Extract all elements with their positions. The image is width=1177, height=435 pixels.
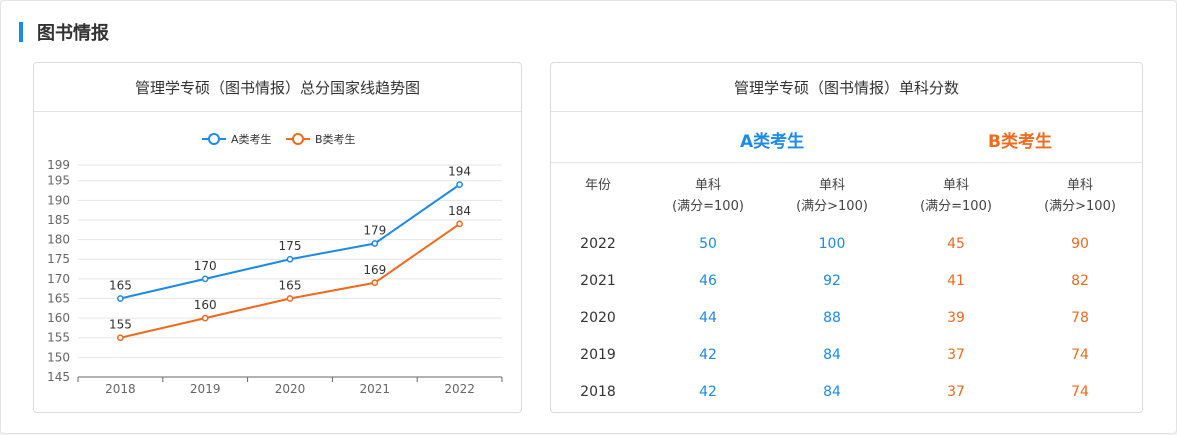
section-header: 图书情报: [19, 21, 109, 44]
y-tick-label: 150: [47, 350, 70, 364]
data-label: 165: [109, 278, 132, 292]
data-label: 165: [279, 278, 302, 292]
cell-a-over100: 100: [818, 236, 846, 252]
data-point: [371, 240, 379, 247]
cell-a-100: 42: [699, 347, 717, 363]
x-tick-label: 2021: [360, 382, 391, 396]
legend-label: B类考生: [315, 132, 356, 146]
row-year: 2022: [580, 236, 616, 252]
y-tick-label: 190: [47, 193, 70, 207]
col-header-line2: (满分=100): [920, 199, 992, 214]
data-point: [286, 295, 294, 302]
legend-label: A类考生: [231, 132, 272, 146]
row-year: 2019: [580, 347, 616, 363]
group-b-label: B类考生: [988, 132, 1052, 152]
row-year: 2021: [580, 273, 616, 289]
y-tick-label: 195: [47, 174, 70, 188]
data-label: 155: [109, 318, 132, 332]
cell-b-over100: 82: [1071, 273, 1089, 289]
chart-card-title: 管理学专硕（图书情报）总分国家线趋势图: [34, 63, 521, 112]
x-tick-label: 2018: [105, 382, 136, 396]
cell-b-over100: 74: [1071, 384, 1089, 400]
col-header-line1: 单科: [942, 178, 969, 193]
cell-a-over100: 84: [823, 384, 841, 400]
cell-a-100: 50: [699, 236, 717, 252]
cell-a-100: 44: [699, 310, 717, 326]
y-tick-label: 160: [47, 311, 70, 325]
cell-a-over100: 84: [823, 347, 841, 363]
cell-b-100: 39: [947, 310, 965, 326]
cell-a-100: 42: [699, 384, 717, 400]
section-title: 图书情报: [37, 23, 109, 44]
col-header: 单科 (满分=100): [648, 175, 768, 217]
cell-b-over100: 78: [1071, 310, 1089, 326]
data-point: [371, 279, 379, 287]
cell-b-over100: 74: [1071, 347, 1089, 363]
data-point: [117, 334, 124, 342]
cell-b-100: 41: [947, 273, 965, 289]
col-header-year: 年份: [584, 178, 611, 193]
section-accent-bar: [19, 22, 23, 42]
legend-marker: [292, 133, 304, 145]
table-card: 管理学专硕（图书情报）单科分数 A类考生 B类考生 年份 单科 (满分=100) 单科…: [550, 62, 1143, 413]
data-point: [286, 255, 294, 263]
cell-b-100: 45: [947, 236, 965, 252]
data-label: 160: [194, 298, 217, 312]
y-tick-label: 180: [47, 233, 70, 247]
y-tick-label: 199: [47, 158, 70, 172]
col-header-line2: (满分>100): [796, 199, 868, 214]
y-tick-label: 175: [47, 252, 70, 266]
chart-card: 管理学专硕（图书情报）总分国家线趋势图 145 150 155 160 165 170 17…: [33, 62, 522, 413]
x-tick-label: 2019: [190, 382, 221, 396]
cell-b-over100: 90: [1071, 236, 1089, 252]
y-tick-label: 165: [47, 291, 70, 305]
col-header-line1: 单科: [694, 178, 721, 193]
col-header-line1: 单科: [1066, 178, 1093, 193]
col-header: 单科 (满分>100): [1020, 175, 1140, 217]
y-tick-label: 170: [47, 272, 70, 286]
data-label: 169: [363, 263, 386, 277]
data-point: [456, 220, 463, 228]
cell-a-over100: 88: [823, 310, 841, 326]
data-point: [117, 295, 124, 302]
x-tick-label: 2020: [275, 382, 306, 396]
table-card-title: 管理学专硕（图书情报）单科分数: [551, 63, 1142, 112]
cell-a-over100: 92: [823, 273, 841, 289]
line-chart: 145 150 155 160 165 170 175 180 185 190 195 199 2018…: [47, 132, 503, 396]
x-tick-label: 2022: [444, 382, 475, 396]
group-header-row: A类考生 B类考生: [551, 112, 1142, 163]
data-point: [201, 314, 209, 322]
col-header: 单科 (满分=100): [896, 175, 1016, 217]
cell-b-100: 37: [947, 384, 965, 400]
col-header-line2: (满分=100): [672, 199, 744, 214]
y-tick-label: 145: [47, 370, 70, 384]
data-point: [456, 181, 463, 188]
data-label: 170: [194, 259, 217, 273]
cell-a-100: 46: [699, 273, 717, 289]
col-header-line1: 单科: [818, 178, 845, 193]
row-year: 2020: [580, 310, 616, 326]
legend-marker: [208, 133, 220, 145]
data-label: 184: [448, 204, 471, 218]
data-point: [201, 275, 209, 283]
data-label: 175: [279, 239, 302, 253]
data-label: 179: [363, 224, 386, 238]
cell-b-100: 37: [947, 347, 965, 363]
data-label: 194: [448, 165, 471, 179]
group-a-label: A类考生: [740, 132, 805, 152]
y-tick-label: 155: [47, 331, 70, 345]
y-tick-label: 185: [47, 213, 70, 227]
col-header: 单科 (满分>100): [772, 175, 892, 217]
row-year: 2018: [580, 384, 616, 400]
col-header-line2: (满分>100): [1044, 199, 1116, 214]
